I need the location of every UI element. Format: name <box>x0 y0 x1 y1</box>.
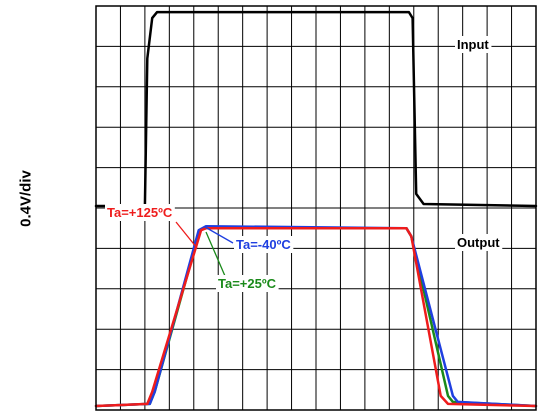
trace-ta-125-c <box>94 226 538 408</box>
annotations: Input Output Ta=+125ºC Ta=-40ºC Ta=+25ºC <box>105 36 503 292</box>
label-ta-125c-background <box>105 204 175 221</box>
label-ta-minus40c-background <box>234 236 294 253</box>
output-channel-label: Output <box>457 235 500 250</box>
input-channel-label-background <box>455 36 492 53</box>
label-ta-125c: Ta=+125ºC <box>107 205 173 220</box>
label-ta-25c-background <box>216 275 279 292</box>
output-channel-label-background <box>455 234 503 251</box>
label-ta-25c: Ta=+25ºC <box>218 276 277 291</box>
leader-line-minus40c <box>204 226 234 244</box>
label-ta-minus40c: Ta=-40ºC <box>236 237 291 252</box>
input-channel-label: Input <box>457 37 489 52</box>
leader-line-25c <box>205 231 226 277</box>
leader-line-125c <box>175 221 198 249</box>
traces <box>94 10 538 408</box>
plot-frame <box>95 5 537 411</box>
trace-input <box>94 10 538 208</box>
